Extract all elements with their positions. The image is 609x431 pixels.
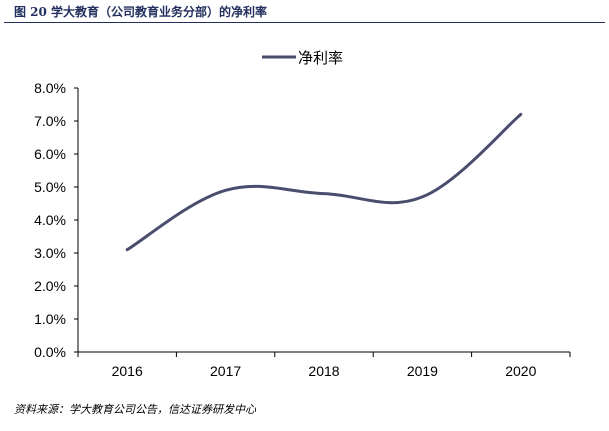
y-tick-label: 5.0% bbox=[34, 179, 66, 195]
y-tick-label: 2.0% bbox=[34, 278, 66, 294]
x-tick-label: 2020 bbox=[505, 363, 536, 379]
y-tick-label: 4.0% bbox=[34, 212, 66, 228]
x-tick-label: 2019 bbox=[407, 363, 438, 379]
x-tick-label: 2018 bbox=[308, 363, 339, 379]
header-divider bbox=[4, 22, 605, 23]
y-tick-label: 6.0% bbox=[34, 146, 66, 162]
legend-label: 净利率 bbox=[298, 50, 343, 67]
y-tick-label: 8.0% bbox=[34, 80, 66, 96]
x-tick-label: 2016 bbox=[112, 363, 143, 379]
y-tick-label: 0.0% bbox=[34, 344, 66, 360]
y-tick-label: 3.0% bbox=[34, 245, 66, 261]
y-tick-label: 1.0% bbox=[34, 311, 66, 327]
figure-header: 图 20 学大教育（公司教育业务分部）的净利率 bbox=[0, 0, 609, 24]
x-tick-label: 2017 bbox=[210, 363, 241, 379]
y-tick-label: 7.0% bbox=[34, 113, 66, 129]
series-line-net-margin bbox=[125, 112, 523, 252]
source-note: 资料来源：学大教育公司公告，信达证券研发中心 bbox=[14, 403, 256, 416]
figure-title: 图 20 学大教育（公司教育业务分部）的净利率 bbox=[14, 5, 268, 19]
